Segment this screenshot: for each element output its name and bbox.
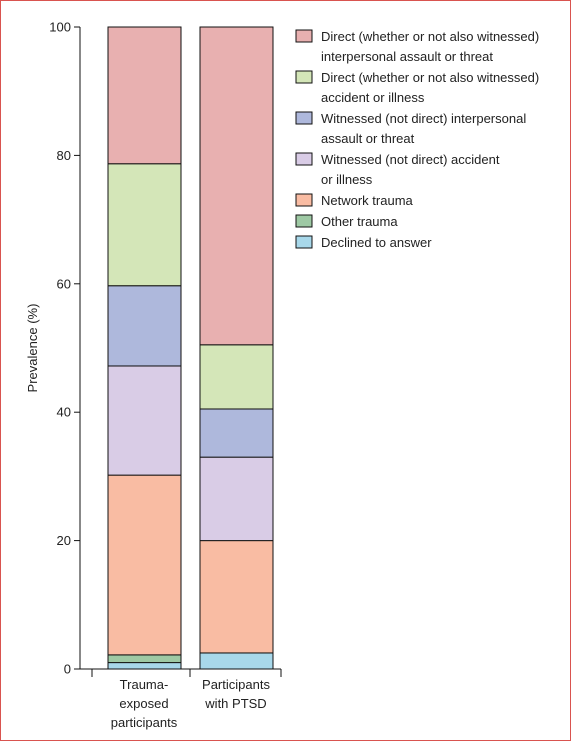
bar-segment-0-0 <box>107 662 182 670</box>
axes-layer: 0 20 40 60 80 100 Trauma-exposed participants Pa… <box>25 20 282 730</box>
bar-segment-1-5 <box>199 344 274 410</box>
legend-swatch-6 <box>295 235 313 249</box>
legend-swatch-2 <box>295 111 313 125</box>
bar-segment-0-1 <box>107 654 182 664</box>
y-tick-label-5: 100 <box>49 20 71 35</box>
bar-segment-0-2 <box>107 474 182 656</box>
legend-label-3-0: Witnessed (not direct) accident <box>321 152 500 167</box>
legend-label-4-0: Network trauma <box>321 193 414 208</box>
legend-label-0-1: interpersonal assault or threat <box>321 49 493 64</box>
y-tick-label-2: 40 <box>57 405 71 420</box>
y-tick-label-0: 0 <box>64 662 71 677</box>
bar-segment-0-3 <box>107 365 182 476</box>
legend-label-5-0: Other trauma <box>321 214 398 229</box>
category-label-1-1: with PTSD <box>204 696 266 711</box>
legend: Direct (whether or not also witnessed) in… <box>295 29 539 250</box>
bars-layer <box>107 26 274 670</box>
bar-segment-0-4 <box>107 285 182 367</box>
legend-swatch-1 <box>295 70 313 84</box>
category-label-0-0: Trauma- <box>120 677 169 692</box>
y-axis-title: Prevalence (%) <box>25 304 40 393</box>
legend-label-3-1: or illness <box>321 172 373 187</box>
bar-segment-1-2 <box>199 540 274 654</box>
y-tick-label-3: 60 <box>57 276 71 291</box>
bar-segment-1-3 <box>199 456 274 542</box>
y-tick-label-4: 80 <box>57 148 71 163</box>
bar-segment-0-5 <box>107 163 182 287</box>
legend-label-6-0: Declined to answer <box>321 235 432 250</box>
legend-swatch-5 <box>295 214 313 228</box>
legend-label-2-1: assault or threat <box>321 131 415 146</box>
bar-segment-0-6 <box>107 26 182 165</box>
y-tick-label-1: 20 <box>57 533 71 548</box>
bar-segment-1-4 <box>199 408 274 458</box>
legend-label-2-0: Witnessed (not direct) interpersonal <box>321 111 526 126</box>
legend-swatch-0 <box>295 29 313 43</box>
legend-label-0-0: Direct (whether or not also witnessed) <box>321 29 539 44</box>
bar-segment-1-6 <box>199 26 274 346</box>
legend-label-1-1: accident or illness <box>321 90 425 105</box>
category-label-1-0: Participants <box>202 677 270 692</box>
legend-swatch-3 <box>295 152 313 166</box>
category-label-0-2: participants <box>111 715 178 730</box>
legend-label-1-0: Direct (whether or not also witnessed) <box>321 70 539 85</box>
category-label-0-1: exposed <box>119 696 168 711</box>
bar-segment-1-0 <box>199 652 274 670</box>
legend-swatch-4 <box>295 193 313 207</box>
